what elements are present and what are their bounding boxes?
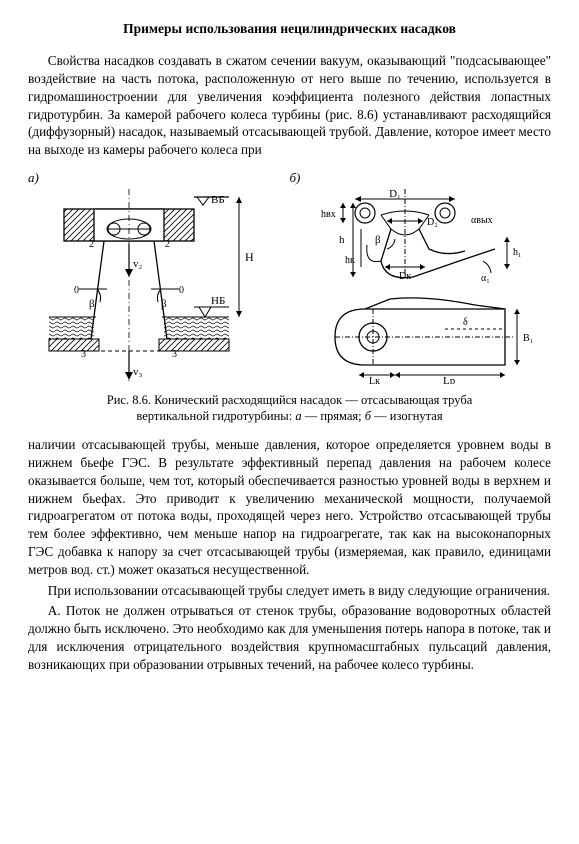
- label-Lp: Lр: [443, 375, 456, 384]
- label-0r: 0: [179, 285, 184, 296]
- figure-b-svg: D₁ D₂ hвх β: [295, 189, 545, 384]
- paragraph-3: При использовании отсасывающей трубы сле…: [28, 582, 551, 600]
- label-D2: D₂: [427, 217, 438, 228]
- caption-b-text: — изогнутая: [371, 409, 443, 423]
- label-beta-r: β: [161, 298, 167, 310]
- figure-a-label: а): [28, 169, 290, 187]
- label-D1: D₁: [389, 189, 401, 200]
- label-a1: α₁: [481, 273, 490, 284]
- label-Dk: Dк: [399, 271, 411, 282]
- figure-caption: Рис. 8.6. Конический расходящийся насадо…: [28, 392, 551, 425]
- paragraph-4: А. Поток не должен отрываться от стенок …: [28, 602, 551, 673]
- label-B1: B₁: [523, 333, 533, 344]
- label-delta: δ: [463, 317, 468, 328]
- label-2r: 2: [165, 239, 170, 250]
- label-beta-l: β: [89, 298, 95, 310]
- label-2l: 2: [89, 239, 94, 250]
- figure-b-label: б): [290, 169, 552, 187]
- label-v2: v₂: [133, 258, 143, 270]
- paragraph-2: наличии отсасывающей трубы, меньше давле…: [28, 436, 551, 579]
- label-avh: αвых: [471, 215, 493, 226]
- label-Lk: Lк: [369, 376, 380, 384]
- label-3l: 3: [81, 349, 86, 360]
- label-0l: 0: [74, 285, 79, 296]
- label-H: H: [245, 250, 254, 264]
- caption-line1: Рис. 8.6. Конический расходящийся насадо…: [107, 393, 473, 407]
- label-beta-b: β: [375, 234, 381, 246]
- caption-a-text: — прямая;: [302, 409, 365, 423]
- caption-line2-prefix: вертикальной гидротурбины:: [136, 409, 295, 423]
- label-hk: hк: [345, 255, 355, 266]
- figure-a-cell: а) ВБ 2 2: [28, 169, 290, 384]
- label-vb: ВБ: [211, 194, 225, 206]
- label-v3: v₃: [133, 366, 143, 378]
- figure-row: а) ВБ 2 2: [28, 169, 551, 384]
- figure-b-cell: б) D₁ D₂ hвх: [290, 169, 552, 384]
- label-nb: НБ: [211, 295, 225, 307]
- figure-a-svg: ВБ 2 2 0 0 β β v₂: [39, 189, 279, 384]
- paragraph-1: Свойства насадков создавать в сжатом сеч…: [28, 52, 551, 159]
- label-h1: h₁: [513, 247, 522, 258]
- label-h: h: [339, 234, 345, 246]
- label-3r: 3: [172, 349, 177, 360]
- label-hvh: hвх: [321, 209, 336, 220]
- section-title: Примеры использования нецилиндрических н…: [28, 20, 551, 38]
